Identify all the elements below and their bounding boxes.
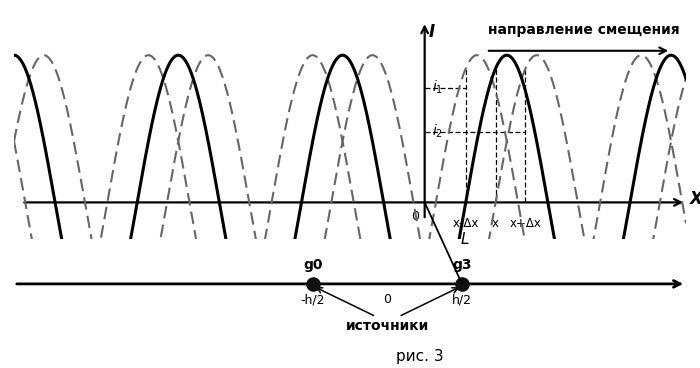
- Point: [456, 281, 468, 287]
- Text: I: I: [429, 23, 435, 41]
- Text: рис. 3: рис. 3: [396, 349, 444, 364]
- Text: -h/2: -h/2: [300, 293, 325, 307]
- Text: x+Δx: x+Δx: [510, 217, 541, 230]
- Text: g0: g0: [303, 258, 323, 272]
- Text: 0: 0: [411, 210, 419, 223]
- Text: источники: источники: [346, 319, 429, 333]
- Text: x-Δx: x-Δx: [452, 217, 479, 230]
- Point: [307, 281, 318, 287]
- Text: X: X: [690, 191, 700, 208]
- Text: L: L: [461, 232, 469, 247]
- Text: x: x: [492, 217, 499, 230]
- Text: g3: g3: [452, 258, 472, 272]
- Text: h/2: h/2: [452, 293, 472, 307]
- Text: 0: 0: [384, 293, 391, 307]
- Text: $i_1$: $i_1$: [432, 79, 443, 96]
- Text: $i_2$: $i_2$: [432, 123, 443, 141]
- Text: направление смещения: направление смещения: [488, 23, 680, 37]
